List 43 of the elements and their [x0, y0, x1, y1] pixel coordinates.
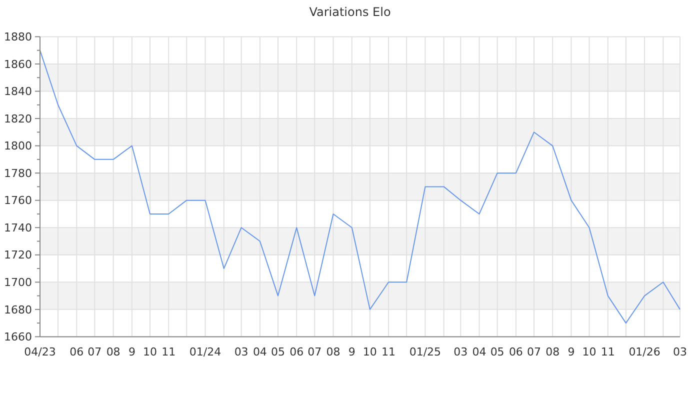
x-tick-label: 11 — [600, 346, 615, 359]
x-tick-label: 11 — [162, 346, 176, 359]
y-tick-label: 1860 — [4, 58, 32, 71]
x-tick-label: 10 — [362, 346, 377, 359]
y-tick-label: 1680 — [4, 303, 32, 316]
x-tick-label: 01/24 — [189, 346, 222, 359]
x-tick-label: 9 — [568, 346, 575, 359]
y-tick-label: 1880 — [4, 30, 32, 44]
y-tick-label: 1800 — [4, 140, 32, 153]
x-tick-label: 06 — [290, 346, 304, 359]
y-tick-label: 1700 — [4, 276, 32, 290]
x-tick-label: 01/26 — [628, 346, 660, 359]
x-tick-label: 06 — [70, 346, 84, 359]
x-tick-label: 07 — [88, 346, 102, 359]
y-tick-label: 1740 — [4, 221, 32, 234]
x-tick-label: 04 — [472, 346, 486, 359]
x-tick-label: 05 — [270, 346, 285, 359]
x-tick-label: 07 — [526, 346, 541, 359]
y-tick-label: 1720 — [4, 248, 32, 262]
x-tick-label: 9 — [348, 346, 356, 359]
x-tick-label: 10 — [142, 346, 157, 359]
x-tick-label: 03 — [454, 346, 468, 359]
x-tick-label: 11 — [382, 346, 396, 359]
line-series — [40, 50, 680, 324]
x-tick-label: 9 — [128, 346, 136, 359]
x-tick-label: 04/23 — [24, 346, 56, 359]
x-tick-label: 03 — [234, 346, 248, 359]
x-tick-label: 07 — [308, 346, 322, 359]
x-tick-label: 10 — [582, 346, 596, 359]
x-tick-label: 01/25 — [409, 346, 442, 359]
chart-title: Variations Elo — [309, 5, 391, 19]
x-tick-label: 04 — [252, 346, 267, 359]
x-tick-label: 08 — [546, 346, 560, 359]
y-tick-label: 1760 — [4, 194, 32, 208]
y-tick-label: 1840 — [4, 85, 32, 98]
y-tick-label: 1820 — [4, 112, 32, 126]
x-tick-label: 08 — [106, 346, 120, 359]
y-tick-label: 1780 — [4, 166, 32, 180]
x-tick-label: 05 — [490, 346, 504, 359]
x-tick-label: 06 — [508, 346, 523, 359]
x-tick-label: 08 — [326, 346, 340, 359]
x-tick-label: 03 — [673, 346, 687, 359]
y-tick-label: 1660 — [4, 330, 32, 344]
